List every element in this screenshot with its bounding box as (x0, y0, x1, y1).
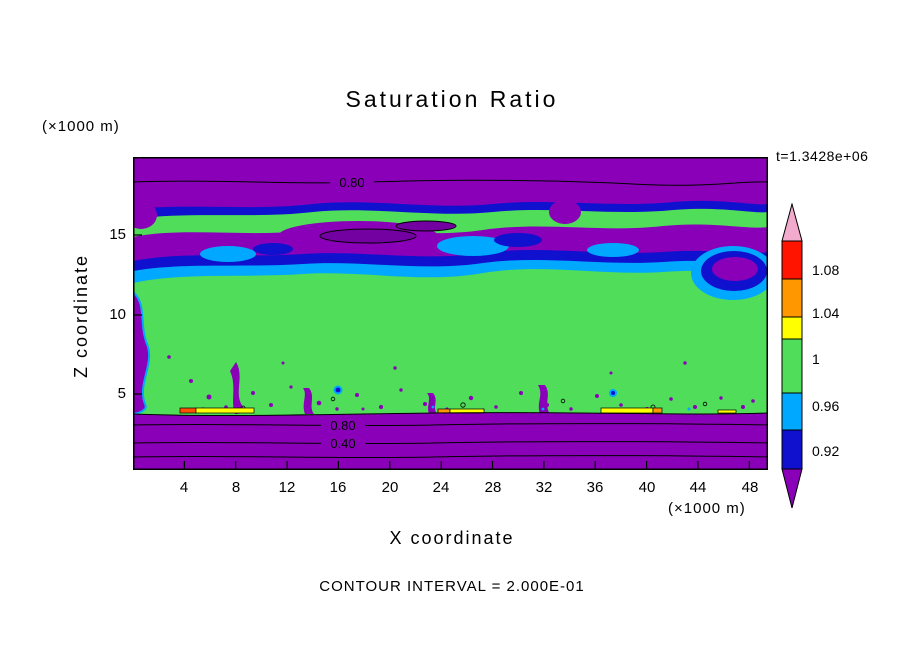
bottom-purple-band (133, 412, 768, 470)
contour-label-backing (321, 418, 365, 433)
y-tick-label: 10 (109, 306, 126, 323)
time-stamp-label: t=1.3428e+06 (776, 148, 869, 164)
x-axis-title: X coordinate (389, 528, 515, 548)
supersaturation-streaks (179, 407, 737, 414)
transition-pockets (200, 233, 639, 262)
left-edge-filament (133, 290, 151, 416)
contour-loop (319, 228, 417, 244)
colorbar-tick-label: 1.08 (812, 262, 840, 278)
right-ringed-pocket (691, 246, 768, 300)
colorbar-tick-label: 1 (812, 351, 820, 367)
blue-droplet (609, 389, 617, 397)
x-tick-label: 32 (535, 479, 553, 496)
line-contours (133, 179, 768, 459)
x-tick-label: 20 (381, 479, 399, 496)
x-tick-label: 24 (432, 479, 450, 496)
colorbar-band-blue (781, 429, 803, 470)
x-tick-label: 48 (741, 479, 759, 496)
x-tick-label: 12 (278, 479, 296, 496)
y-axis-unit-label: (×1000 m) (42, 118, 120, 135)
x-tick-label: 40 (638, 479, 656, 496)
x-tick-label: 8 (231, 479, 241, 496)
contour-label-backing (330, 175, 374, 190)
y-tick-label: 5 (117, 385, 126, 402)
colorbar-band-yellow (781, 316, 803, 340)
x-tick-label: 28 (484, 479, 502, 496)
plot-frame (133, 157, 768, 470)
contour-plot: 0.80 0.80 0.40 (133, 157, 768, 470)
y-tick-label: 15 (109, 226, 126, 243)
colorbar-band-cyan (781, 392, 803, 431)
strip-gaps (133, 200, 581, 229)
colorbar-band-red (781, 240, 803, 280)
blue-droplet (333, 385, 343, 395)
contour-label-lower-040: 0.40 (330, 436, 355, 451)
colorbar-over-range-arrow (781, 203, 803, 242)
colorbar-tick-label: 1.04 (812, 305, 840, 321)
contour-label-backing (321, 436, 365, 451)
colorbar-band-orange (781, 278, 803, 318)
x-axis-unit-label: (×1000 m) (668, 500, 746, 517)
colorbar-tick-label: 0.96 (812, 398, 840, 414)
x-tick-label: 4 (179, 479, 189, 496)
contour-label-lower-080: 0.80 (330, 418, 355, 433)
axis-tick-marks (134, 234, 750, 469)
page-title: Saturation Ratio (345, 86, 559, 112)
contour-interval-label: CONTOUR INTERVAL = 2.000E-01 (319, 578, 585, 595)
colorbar-tick-label: 0.92 (812, 443, 840, 459)
contour-loop (395, 220, 457, 232)
y-axis-title: Z coordinate (71, 253, 91, 379)
x-tick-label: 16 (329, 479, 347, 496)
colorbar (781, 203, 803, 509)
colorbar-band-green (781, 338, 803, 394)
x-tick-label: 44 (689, 479, 707, 496)
colorbar-under-range-arrow (781, 468, 803, 509)
x-tick-label: 36 (586, 479, 604, 496)
contour-label-top-080: 0.80 (339, 175, 364, 190)
